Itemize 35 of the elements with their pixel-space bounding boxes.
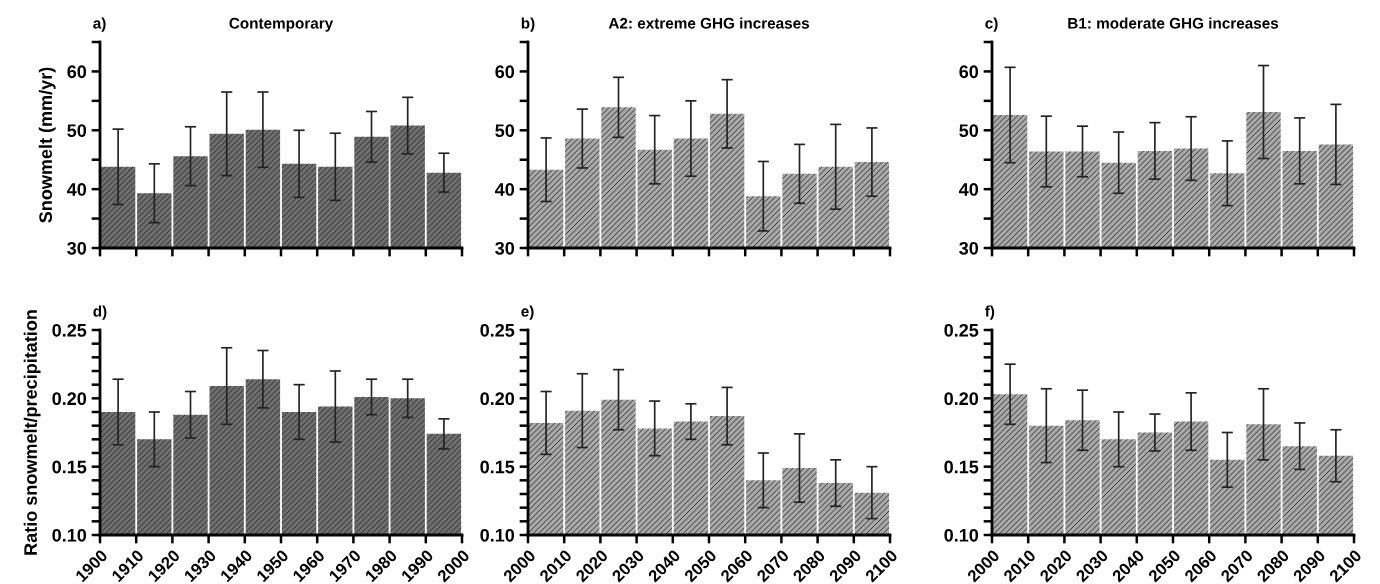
y-tick-label: 0.10 bbox=[944, 528, 979, 542]
y-tick-label: 40 bbox=[959, 183, 979, 196]
y-tick-label: 50 bbox=[959, 124, 979, 138]
y-axis-title: Snowmelt (mm/yr) bbox=[38, 67, 56, 223]
y-tick-label: 0.10 bbox=[52, 528, 87, 542]
y-tick-label: 60 bbox=[67, 65, 87, 79]
text: b) bbox=[521, 17, 535, 32]
y-axis-title: Ratio snowmelt/precipitation bbox=[23, 310, 41, 555]
y-tick-label: 50 bbox=[67, 124, 87, 138]
text: e) bbox=[521, 305, 534, 320]
y-tick-label: 50 bbox=[495, 124, 515, 138]
y-tick-label: 60 bbox=[495, 65, 515, 79]
y-tick-label: 40 bbox=[495, 183, 515, 196]
chart-title: B1: moderate GHG increases bbox=[1068, 17, 1279, 29]
chart-title: Contemporary bbox=[229, 17, 334, 32]
y-tick-label: 40 bbox=[67, 183, 87, 196]
y-tick-label: 0.10 bbox=[480, 528, 515, 542]
y-tick-label: 0.20 bbox=[52, 392, 87, 406]
text: f) bbox=[985, 305, 995, 320]
text: a) bbox=[93, 17, 106, 32]
y-tick-label: 0.25 bbox=[52, 323, 87, 337]
y-tick-label: 0.25 bbox=[944, 323, 979, 337]
y-tick-label: 0.20 bbox=[944, 392, 979, 406]
y-tick-label: 0.15 bbox=[52, 460, 87, 474]
y-tick-label: 30 bbox=[495, 241, 515, 255]
y-tick-label: 60 bbox=[959, 65, 979, 79]
y-tick-label: 0.15 bbox=[480, 460, 515, 474]
y-tick-label: 0.15 bbox=[944, 460, 979, 474]
chart-title: A2: extreme GHG increases bbox=[608, 17, 810, 29]
y-tick-label: 0.25 bbox=[480, 323, 515, 337]
y-tick-label: 30 bbox=[67, 241, 87, 255]
text: d) bbox=[93, 305, 107, 320]
y-tick-label: 0.20 bbox=[480, 392, 515, 406]
text: c) bbox=[985, 17, 998, 32]
y-tick-label: 30 bbox=[959, 241, 979, 255]
